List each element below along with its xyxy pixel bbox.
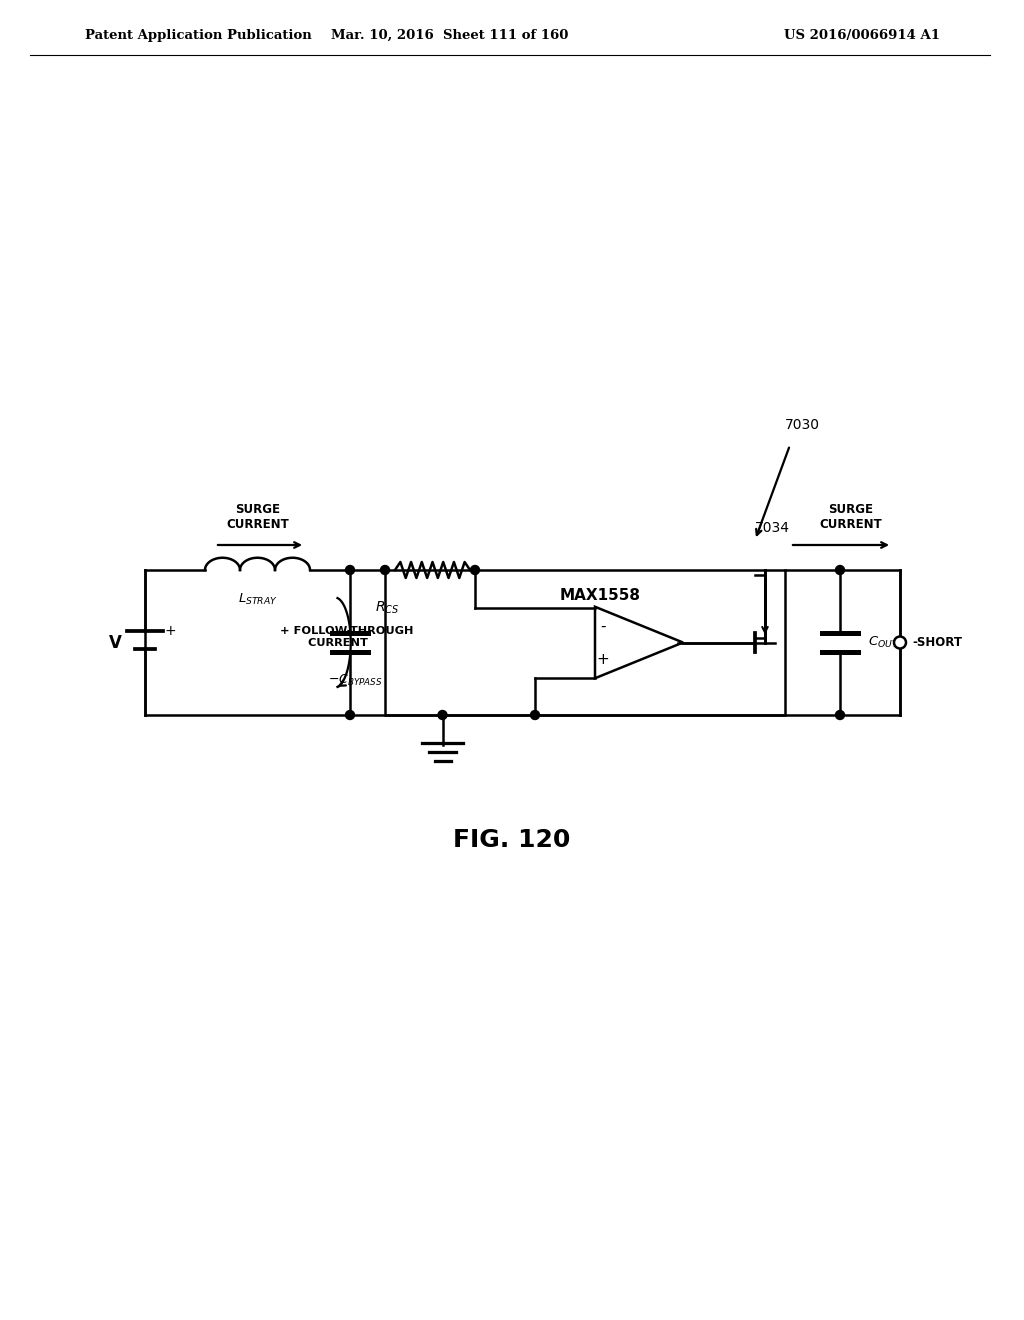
Text: US 2016/0066914 A1: US 2016/0066914 A1 [784, 29, 940, 41]
Text: $-C_{BYPASS}$: $-C_{BYPASS}$ [328, 673, 382, 688]
Text: -: - [600, 619, 606, 634]
Circle shape [530, 710, 540, 719]
Circle shape [470, 565, 479, 574]
Text: V: V [109, 634, 122, 652]
Text: SURGE
CURRENT: SURGE CURRENT [819, 503, 883, 531]
Text: -SHORT: -SHORT [912, 636, 962, 649]
Text: $C_{OUT}$: $C_{OUT}$ [868, 635, 900, 649]
Text: 7030: 7030 [785, 418, 820, 432]
Bar [385, 570, 785, 715]
Text: +: + [597, 652, 609, 667]
Text: $L_{STRAY}$: $L_{STRAY}$ [238, 591, 278, 607]
Circle shape [438, 710, 447, 719]
Text: +: + [164, 624, 176, 638]
Text: + FOLLOW-THROUGH
       CURRENT: + FOLLOW-THROUGH CURRENT [280, 626, 414, 648]
Text: SURGE
CURRENT: SURGE CURRENT [226, 503, 289, 531]
Text: Mar. 10, 2016  Sheet 111 of 160: Mar. 10, 2016 Sheet 111 of 160 [332, 29, 568, 41]
Circle shape [894, 636, 906, 648]
Circle shape [836, 710, 845, 719]
Text: Patent Application Publication: Patent Application Publication [85, 29, 311, 41]
Circle shape [381, 565, 389, 574]
Text: 7034: 7034 [755, 521, 790, 535]
Text: FIG. 120: FIG. 120 [454, 828, 570, 851]
Circle shape [345, 565, 354, 574]
Circle shape [345, 710, 354, 719]
Text: MAX1558: MAX1558 [559, 587, 640, 602]
Text: $R_{CS}$: $R_{CS}$ [376, 599, 399, 616]
Circle shape [836, 565, 845, 574]
